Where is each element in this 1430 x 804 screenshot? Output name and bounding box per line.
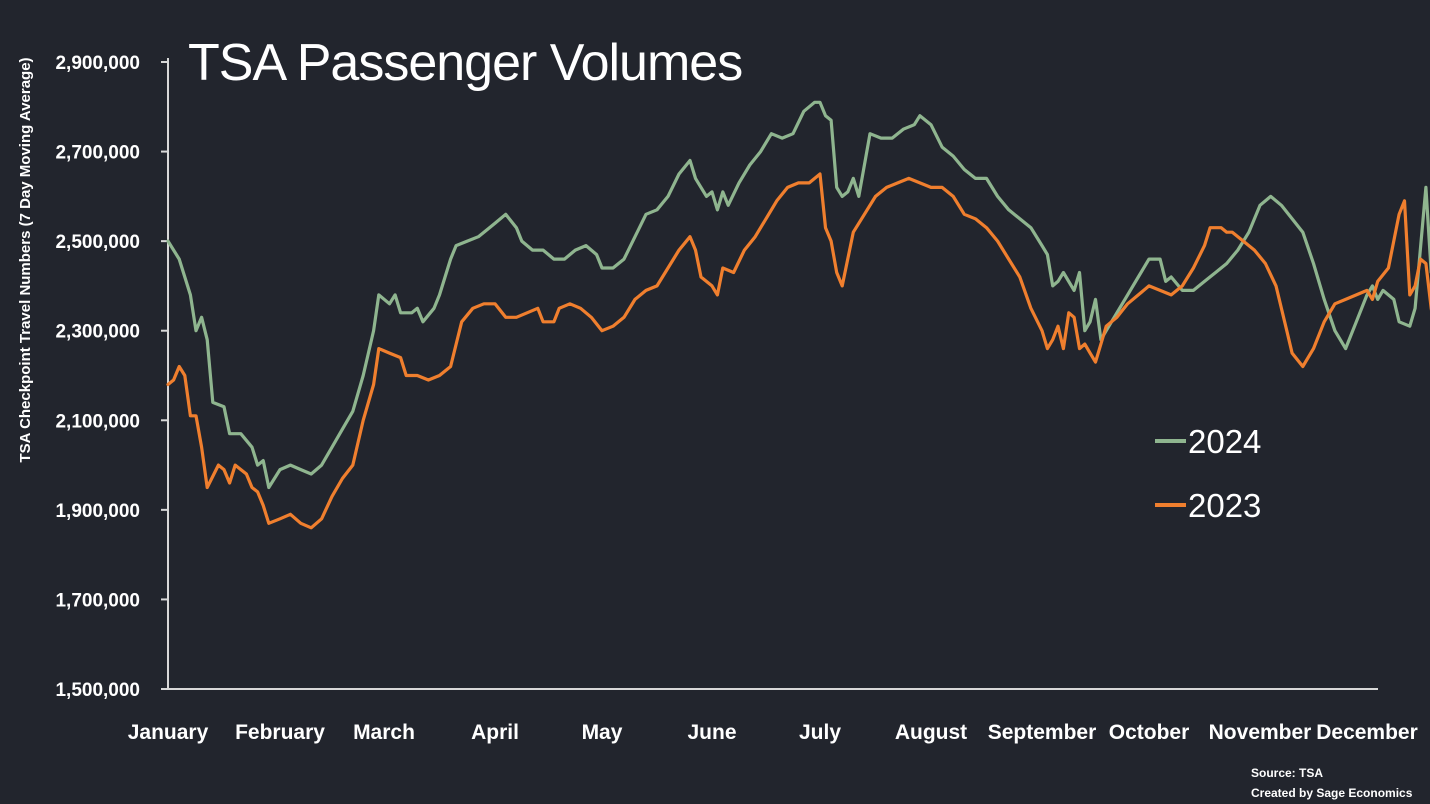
y-tick-label: 2,700,000	[55, 143, 140, 164]
y-tick-label: 1,500,000	[55, 680, 140, 701]
y-axis: 1,500,000 1,700,000 1,900,000 2,100,000 2,30…	[55, 53, 169, 701]
x-tick-label: November	[1209, 721, 1312, 744]
x-tick-label: September	[988, 721, 1097, 744]
y-tick-label: 1,900,000	[55, 501, 140, 522]
x-tick-label: January	[128, 721, 209, 744]
y-tick-label: 2,500,000	[55, 232, 140, 253]
source-note: Source: TSA Created by Sage Economics	[1251, 766, 1413, 800]
x-tick-label: December	[1316, 721, 1418, 744]
legend-label-2023: 2023	[1188, 487, 1261, 524]
x-axis: January February March April May June July Augu…	[128, 688, 1418, 744]
legend-label-2024: 2024	[1188, 423, 1261, 460]
x-tick-label: April	[471, 721, 519, 744]
x-tick-label: August	[895, 721, 967, 744]
source-line: Created by Sage Economics	[1251, 786, 1413, 800]
y-tick-label: 2,100,000	[55, 411, 140, 432]
series-lines	[166, 100, 1430, 530]
chart-title: TSA Passenger Volumes	[188, 34, 742, 92]
source-line: Source: TSA	[1251, 766, 1323, 780]
y-tick-label: 2,900,000	[55, 53, 140, 74]
x-tick-label: March	[353, 721, 415, 744]
x-tick-label: May	[582, 721, 623, 744]
y-tick-label: 2,300,000	[55, 322, 140, 343]
series-line-2023	[166, 172, 1430, 530]
x-tick-label: February	[235, 721, 325, 744]
y-axis-label: TSA Checkpoint Travel Numbers (7 Day Mov…	[17, 57, 34, 462]
x-tick-label: June	[687, 721, 736, 744]
y-tick-label: 1,700,000	[55, 590, 140, 611]
legend: 2024 2023	[1155, 423, 1261, 524]
x-tick-label: July	[799, 721, 841, 744]
x-tick-label: October	[1109, 721, 1190, 744]
